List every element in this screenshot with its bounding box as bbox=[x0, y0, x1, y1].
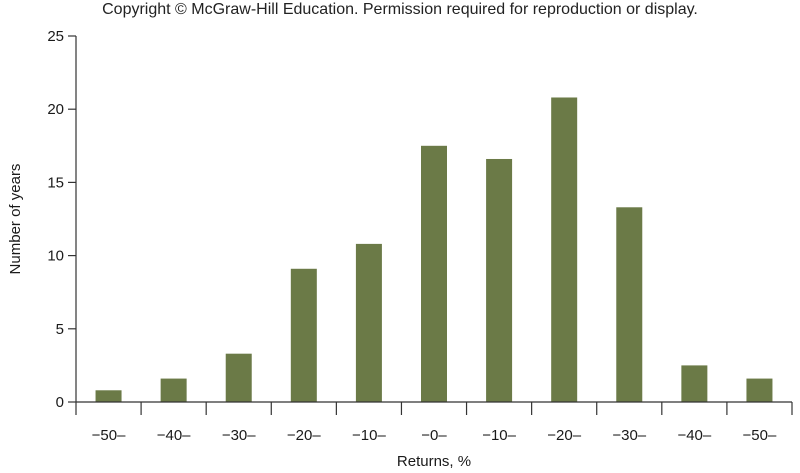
copyright-notice: Copyright © McGraw-Hill Education. Permi… bbox=[102, 1, 698, 18]
x-axis-title: Returns, % bbox=[397, 453, 471, 470]
y-tick-label: 25 bbox=[47, 28, 64, 45]
y-tick-label: 5 bbox=[56, 321, 64, 338]
x-tick-label: −10– bbox=[482, 427, 516, 444]
bar bbox=[95, 390, 122, 402]
y-tick-label: 15 bbox=[47, 174, 64, 191]
bar bbox=[225, 353, 252, 402]
bar bbox=[290, 268, 317, 402]
x-tick-label: −40– bbox=[157, 427, 191, 444]
bar bbox=[486, 158, 513, 402]
bar bbox=[746, 378, 773, 402]
y-axis-ticks: 0 5 10 15 20 25 bbox=[47, 28, 76, 411]
y-tick-label: 10 bbox=[47, 248, 64, 265]
x-tick-label: −50– bbox=[743, 427, 777, 444]
bars bbox=[95, 97, 773, 403]
bar bbox=[160, 378, 187, 402]
y-tick-label: 0 bbox=[56, 394, 64, 411]
y-axis-title: Number of years bbox=[7, 164, 24, 275]
x-tick-label: −30– bbox=[222, 427, 256, 444]
x-tick-label: −10– bbox=[352, 427, 386, 444]
bar bbox=[421, 145, 447, 403]
bar bbox=[355, 243, 382, 402]
bar bbox=[616, 207, 643, 402]
x-tick-label: −20– bbox=[547, 427, 581, 444]
x-tick-label: −30– bbox=[612, 427, 646, 444]
bar bbox=[681, 365, 708, 402]
x-axis-ticks: −50– −40– −30– −20– −10– −0– −10– −20– −30– −40– −… bbox=[75, 402, 793, 444]
x-tick-label: −40– bbox=[677, 427, 711, 444]
x-tick-label: −20– bbox=[287, 427, 321, 444]
x-tick-label: −50– bbox=[92, 427, 126, 444]
bar bbox=[551, 97, 578, 402]
x-tick-label: −0– bbox=[421, 427, 447, 444]
y-tick-label: 20 bbox=[47, 101, 64, 118]
